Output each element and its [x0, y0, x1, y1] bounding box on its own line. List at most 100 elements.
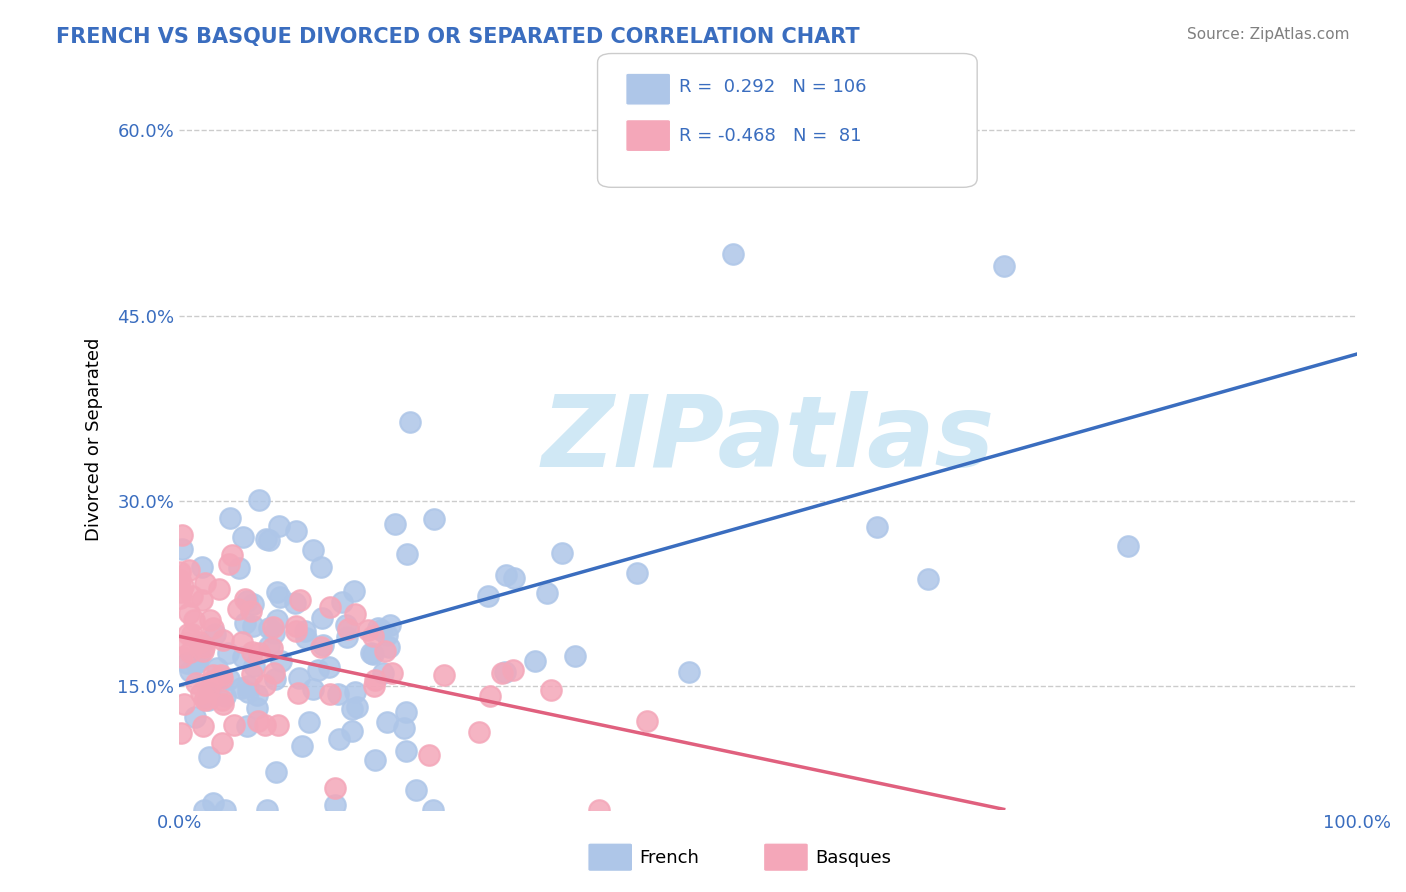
Point [367, 622, 389, 636]
Point [287, 685, 309, 699]
Text: R =  0.292   N = 106: R = 0.292 N = 106 [679, 78, 866, 96]
Point [194, 575, 217, 590]
Point [207, 660, 229, 674]
Point [502, 571, 524, 585]
Point [201, 668, 224, 682]
Point [551, 546, 574, 560]
Point [172, 579, 194, 593]
Point [191, 560, 214, 574]
Point [323, 797, 346, 812]
Point [266, 765, 288, 780]
Point [311, 611, 333, 625]
Point [433, 668, 456, 682]
Point [263, 666, 285, 681]
Point [360, 646, 382, 660]
Point [564, 648, 586, 663]
Point [478, 690, 501, 704]
Point [494, 665, 516, 679]
Point [422, 803, 444, 817]
Point [169, 591, 191, 605]
Point [335, 617, 357, 632]
Point [190, 639, 212, 653]
Point [170, 542, 193, 557]
Point [193, 718, 215, 732]
Point [378, 640, 401, 654]
Text: French: French [640, 849, 700, 867]
Point [502, 663, 524, 677]
Point [361, 629, 384, 643]
Point [179, 664, 201, 678]
Point [247, 493, 270, 508]
Point [194, 693, 217, 707]
Point [370, 623, 392, 637]
Point [233, 616, 256, 631]
Point [267, 718, 290, 732]
Point [247, 714, 270, 729]
Point [346, 699, 368, 714]
Point [288, 671, 311, 685]
Point [190, 686, 212, 700]
Point [193, 644, 215, 658]
Point [177, 606, 200, 620]
Point [181, 589, 204, 603]
Point [193, 640, 215, 655]
Point [866, 520, 889, 534]
Point [218, 672, 240, 686]
Point [423, 512, 446, 526]
Point [344, 684, 367, 698]
Point [540, 683, 562, 698]
Point [200, 613, 222, 627]
Point [523, 654, 546, 668]
Text: FRENCH VS BASQUE DIVORCED OR SEPARATED CORRELATION CHART: FRENCH VS BASQUE DIVORCED OR SEPARATED C… [56, 27, 860, 46]
Point [176, 627, 198, 641]
Point [361, 647, 384, 661]
Point [240, 645, 263, 659]
Point [247, 646, 270, 660]
Point [236, 684, 259, 698]
Point [180, 627, 202, 641]
Point [204, 627, 226, 641]
Point [344, 607, 367, 621]
Point [312, 638, 335, 652]
Point [626, 566, 648, 581]
Point [399, 415, 422, 429]
Point [405, 783, 427, 797]
Point [375, 628, 398, 642]
Point [229, 681, 252, 695]
Text: R = -0.468   N =  81: R = -0.468 N = 81 [679, 127, 862, 145]
Point [246, 688, 269, 702]
Point [212, 632, 235, 647]
Point [191, 593, 214, 607]
Point [378, 618, 401, 632]
Point [197, 684, 219, 698]
Point [260, 641, 283, 656]
Point [242, 658, 264, 673]
Point [214, 689, 236, 703]
Point [169, 573, 191, 587]
Point [284, 524, 307, 538]
Point [294, 624, 316, 638]
Point [218, 557, 240, 571]
Point [183, 710, 205, 724]
Point [202, 796, 225, 810]
Point [395, 547, 418, 561]
Point [233, 592, 256, 607]
Point [207, 582, 229, 596]
Point [328, 732, 350, 747]
Point [236, 680, 259, 694]
Point [495, 568, 517, 582]
Point [232, 650, 254, 665]
Point [384, 517, 406, 532]
Point [588, 803, 610, 817]
Point [257, 621, 280, 635]
Text: Source: ZipAtlas.com: Source: ZipAtlas.com [1187, 27, 1350, 42]
Point [170, 528, 193, 542]
Point [323, 780, 346, 795]
Point [340, 702, 363, 716]
Point [491, 666, 513, 681]
Point [257, 639, 280, 653]
Point [211, 672, 233, 686]
Point [198, 686, 221, 700]
Point [256, 803, 278, 817]
Point [332, 595, 354, 609]
